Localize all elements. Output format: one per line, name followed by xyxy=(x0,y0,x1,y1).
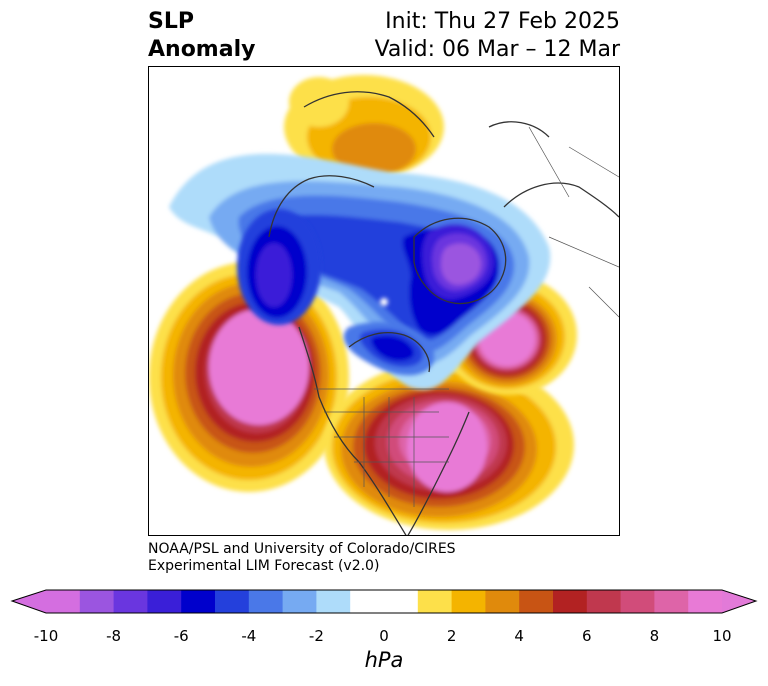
colorbar-tick-label: 10 xyxy=(712,627,732,645)
colorbar-tick-label: 8 xyxy=(649,627,660,645)
colorbar-tick-label: -6 xyxy=(173,627,189,645)
plot-title-right: Init: Thu 27 Feb 2025 Valid: 06 Mar – 12… xyxy=(375,8,620,64)
colorbar-tick-label: 0 xyxy=(379,627,389,645)
credit-line-2: Experimental LIM Forecast (v2.0) xyxy=(148,558,380,574)
coastlines xyxy=(268,91,619,535)
colorbar-cell xyxy=(384,590,419,613)
colorbar-cell xyxy=(417,590,453,613)
colorbar-cell xyxy=(350,590,385,613)
colorbar-cell xyxy=(113,590,148,613)
positive-anomaly-eastern-us xyxy=(324,360,574,530)
colorbar-tick-label: 2 xyxy=(446,627,457,645)
colorbar-cell xyxy=(147,590,182,613)
colorbar xyxy=(10,589,758,614)
colorbar-tick-label: -2 xyxy=(308,627,324,645)
colorbar-tick-label: 4 xyxy=(514,627,524,645)
colorbar-unit-label: hPa xyxy=(364,648,404,672)
positive-anomaly-northeast-pacific xyxy=(149,262,349,492)
colorbar-tick-labels: -10 -8 -6 -4 -2 0 2 4 6 8 10 xyxy=(0,627,768,647)
anomaly-map xyxy=(149,75,619,535)
country-borders xyxy=(314,126,619,507)
colorbar-tick-label: -8 xyxy=(106,627,122,645)
colorbar-cell xyxy=(215,590,250,613)
colorbar-under-arrow xyxy=(12,590,46,613)
colorbar-cell xyxy=(248,590,284,613)
colorbar-cell xyxy=(316,590,351,613)
title-line-2: Anomaly xyxy=(148,37,256,62)
negative-anomaly-alaska-bering xyxy=(237,209,321,325)
colorbar-cell xyxy=(519,590,554,613)
positive-anomaly-north-pacific-arctic xyxy=(284,75,444,179)
credit-line-1: NOAA/PSL and University of Colorado/CIRE… xyxy=(148,541,456,557)
negative-anomaly-hudson-bay xyxy=(343,298,434,376)
colorbar-tick-label: 6 xyxy=(582,627,592,645)
title-line-1: SLP xyxy=(148,9,194,34)
colorbar-cell xyxy=(181,590,216,613)
colorbar-cell xyxy=(46,590,81,613)
colorbar-cell xyxy=(282,590,317,613)
plot-title-left: SLP Anomaly xyxy=(148,8,255,64)
colorbar-cell xyxy=(586,590,622,613)
colorbar-cell xyxy=(451,590,486,613)
colorbar-tick-label: -10 xyxy=(33,627,59,645)
colorbar-cell xyxy=(620,590,655,613)
credit-text: NOAA/PSL and University of Colorado/CIRE… xyxy=(148,541,456,575)
colorbar-cell xyxy=(654,590,689,613)
init-date-label: Init: Thu 27 Feb 2025 xyxy=(385,9,620,34)
colorbar-over-arrow xyxy=(722,590,756,613)
colorbar-cell xyxy=(688,590,723,613)
colorbar-cell xyxy=(485,590,520,613)
colorbar-cell xyxy=(79,590,115,613)
map-panel xyxy=(148,66,620,536)
valid-range-label: Valid: 06 Mar – 12 Mar xyxy=(374,37,620,62)
colorbar-tick-label: -4 xyxy=(241,627,257,645)
colorbar-cell xyxy=(553,590,588,613)
